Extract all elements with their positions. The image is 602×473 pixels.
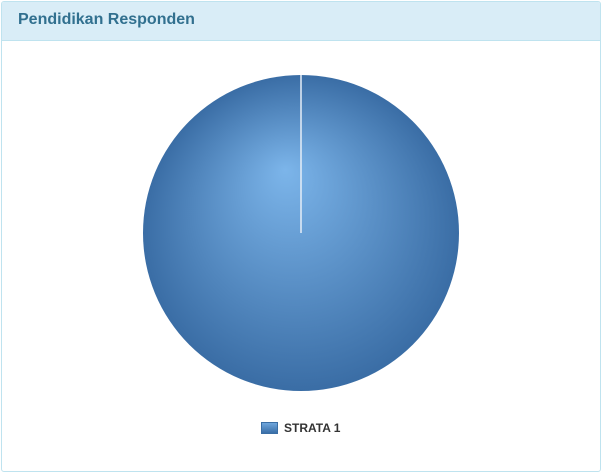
panel-title: Pendidikan Responden bbox=[18, 11, 195, 28]
legend: STRATA 1 bbox=[261, 421, 340, 435]
legend-label[interactable]: STRATA 1 bbox=[284, 421, 341, 435]
legend-swatch bbox=[261, 422, 278, 434]
panel-header: Pendidikan Responden bbox=[2, 2, 600, 41]
